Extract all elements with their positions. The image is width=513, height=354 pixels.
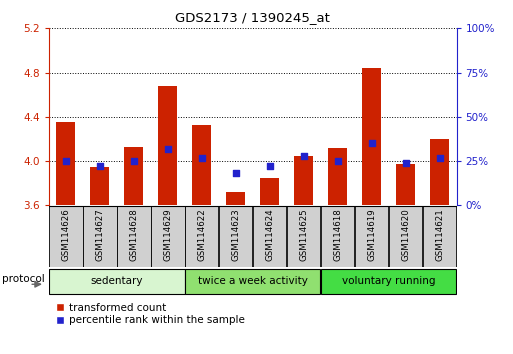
Text: GSM114618: GSM114618 (333, 209, 342, 262)
Point (367, 141, 376, 146)
Text: GSM114627: GSM114627 (95, 209, 104, 262)
Bar (185, 206, 219, 267)
Bar (389, 206, 422, 267)
Point (198, 155, 206, 160)
Bar (355, 206, 388, 267)
Bar (192, 125, 211, 205)
Title: GDS2173 / 1390245_at: GDS2173 / 1390245_at (175, 11, 330, 24)
Bar (423, 206, 457, 267)
Bar (56, 122, 75, 205)
Bar (124, 147, 143, 205)
Point (266, 164, 274, 169)
Bar (83, 206, 116, 267)
Text: GSM114622: GSM114622 (197, 209, 206, 262)
Text: protocol: protocol (3, 274, 45, 284)
Point (164, 146, 172, 152)
Bar (219, 206, 252, 267)
Bar (253, 206, 286, 267)
Bar (90, 167, 109, 205)
Point (333, 158, 342, 164)
Bar (117, 206, 150, 267)
Bar (159, 86, 177, 205)
Text: sedentary: sedentary (90, 276, 143, 286)
Point (300, 153, 308, 159)
Bar (260, 178, 279, 205)
Bar (49, 206, 83, 267)
Text: GSM114621: GSM114621 (435, 209, 444, 262)
Bar (49, 269, 185, 294)
Text: GSM114623: GSM114623 (231, 209, 240, 262)
Text: voluntary running: voluntary running (342, 276, 436, 286)
Text: GSM114626: GSM114626 (61, 209, 70, 262)
Text: GSM114620: GSM114620 (401, 209, 410, 262)
Text: GSM114629: GSM114629 (163, 209, 172, 261)
Bar (321, 269, 457, 294)
Text: twice a week activity: twice a week activity (198, 276, 308, 286)
Point (231, 171, 240, 176)
Text: GSM114625: GSM114625 (299, 209, 308, 262)
Text: GSM114624: GSM114624 (265, 209, 274, 262)
Bar (294, 155, 313, 205)
Bar (430, 139, 449, 205)
Point (402, 160, 410, 166)
Bar (185, 269, 321, 294)
Legend: transformed count, percentile rank within the sample: transformed count, percentile rank withi… (54, 301, 246, 327)
Bar (226, 192, 245, 205)
Bar (151, 206, 185, 267)
Bar (362, 68, 381, 205)
Point (436, 155, 444, 160)
Bar (396, 164, 415, 205)
Bar (321, 206, 354, 267)
Point (130, 158, 138, 164)
Bar (287, 206, 321, 267)
Text: GSM114619: GSM114619 (367, 209, 376, 261)
Bar (328, 148, 347, 205)
Text: GSM114628: GSM114628 (129, 209, 138, 262)
Point (95, 164, 104, 169)
Point (62, 158, 70, 164)
